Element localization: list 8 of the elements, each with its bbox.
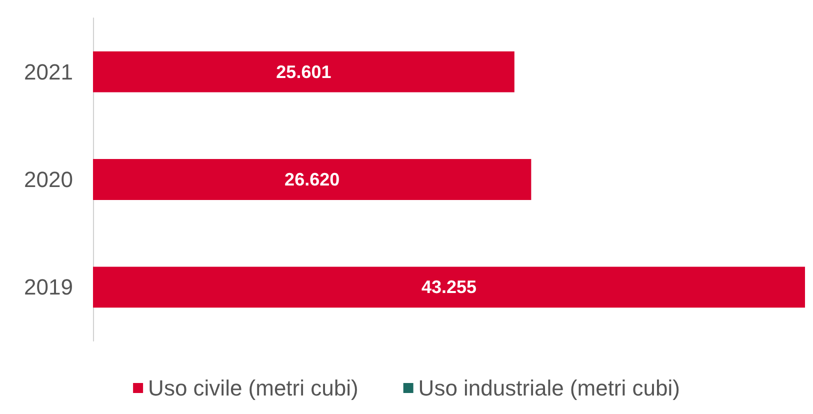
y-tick-label: 2021: [24, 59, 73, 84]
data-label: 43.255: [421, 277, 477, 298]
y-tick-label: 2020: [24, 167, 73, 192]
legend-label: Uso industriale (metri cubi): [418, 376, 680, 400]
data-label: 25.601: [276, 62, 332, 82]
legend-label: Uso civile (metri cubi): [148, 376, 358, 400]
data-label: 26.620: [284, 170, 340, 190]
y-tick-label: 2019: [24, 274, 73, 300]
